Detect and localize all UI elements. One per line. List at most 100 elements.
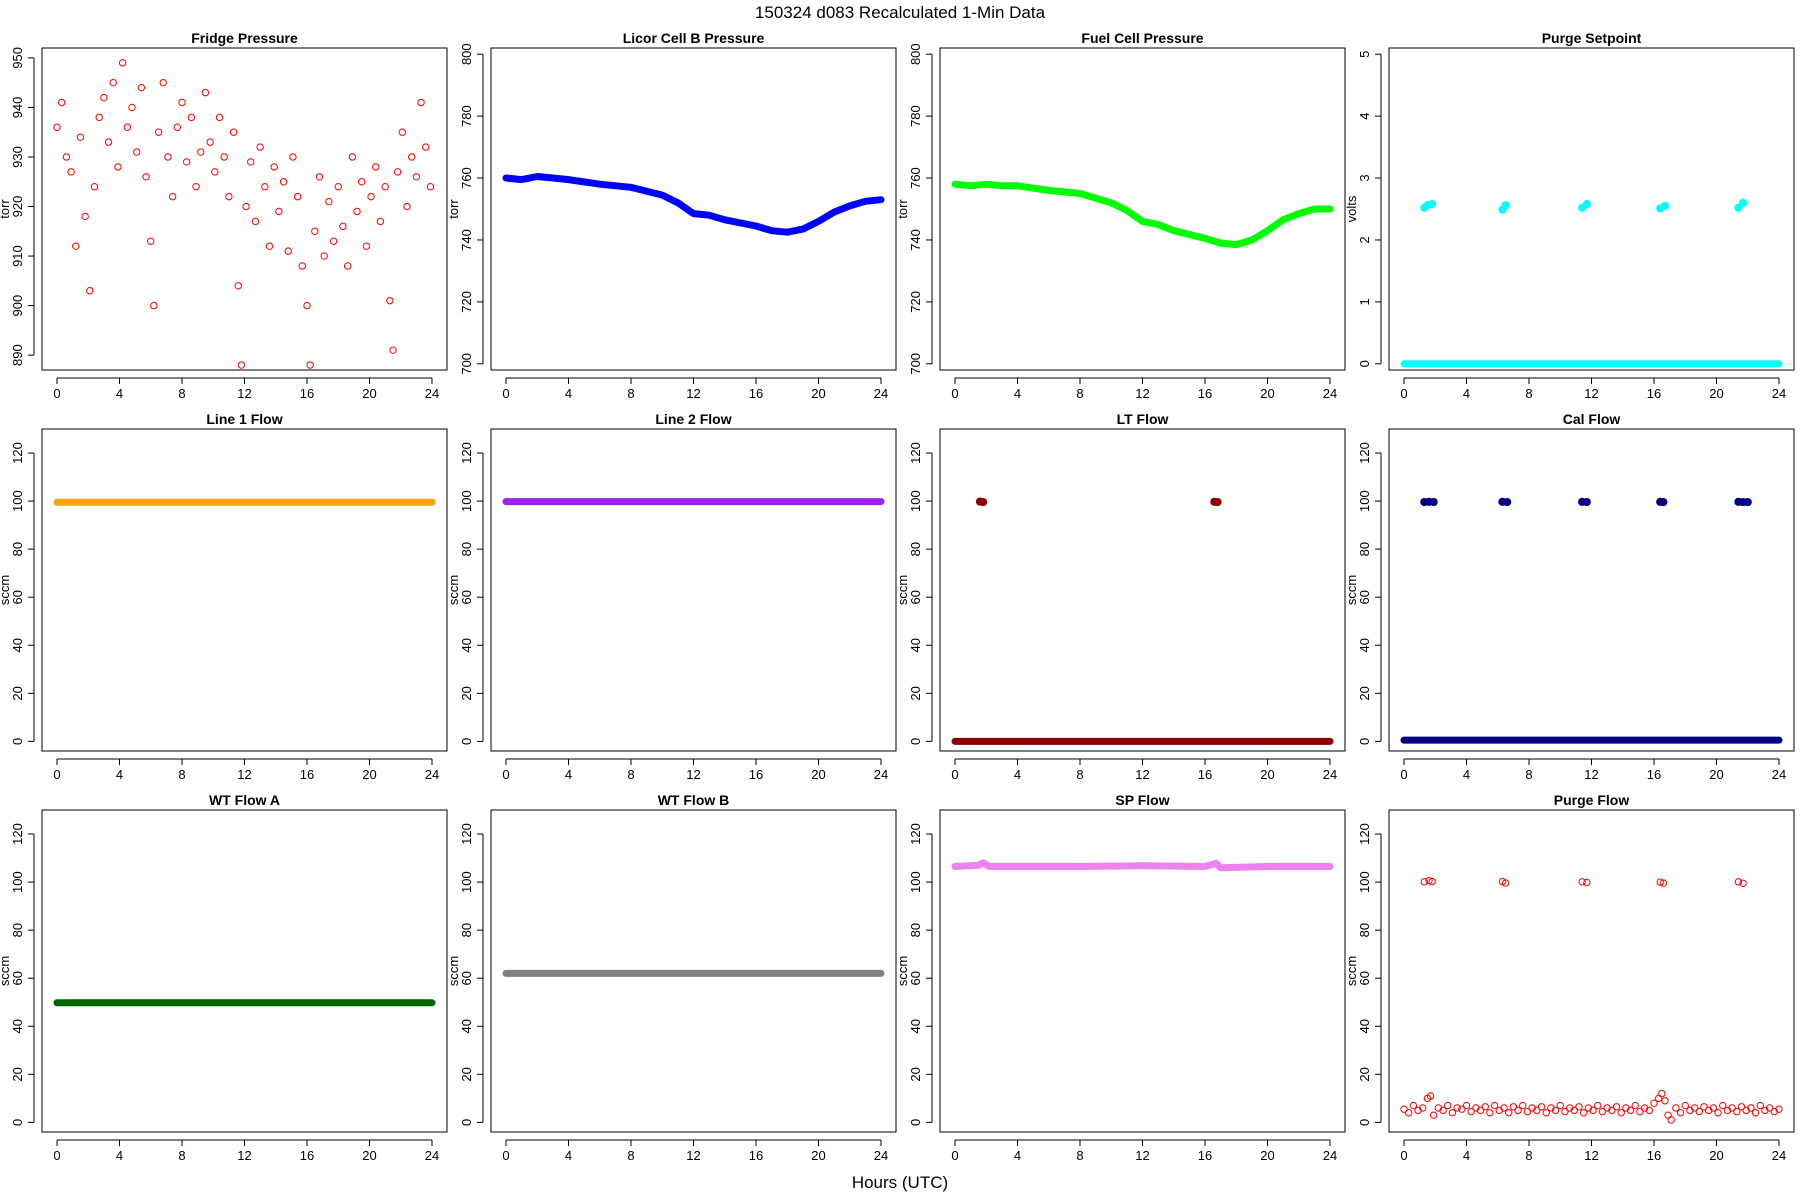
y-tick-label: 720 <box>459 291 474 313</box>
data-point <box>1509 1103 1518 1111</box>
data-point <box>1709 1104 1718 1112</box>
data-point <box>95 113 103 122</box>
data-point <box>339 222 347 231</box>
x-tick-label: 8 <box>627 1148 634 1163</box>
y-tick-label: 100 <box>459 871 474 893</box>
data-point <box>1742 1106 1750 1115</box>
data-point <box>220 153 228 161</box>
data-point <box>298 262 307 270</box>
x-tick-label: 16 <box>1647 1148 1661 1163</box>
data-point <box>247 158 255 166</box>
y-tick-label: 80 <box>1357 923 1372 937</box>
data-point <box>1658 1089 1666 1098</box>
data-point <box>1589 1106 1597 1115</box>
data-point <box>1738 198 1748 207</box>
data-point <box>1659 879 1668 887</box>
series-line-sp-flow <box>951 859 1334 872</box>
data-point <box>67 168 75 176</box>
data-point <box>1425 876 1433 885</box>
data-point <box>315 173 324 181</box>
panel-title: Purge Setpoint <box>1542 30 1642 46</box>
data-point <box>1409 1101 1418 1110</box>
x-tick-label: 12 <box>237 1148 251 1163</box>
data-point <box>1414 1106 1422 1115</box>
y-axis-label: sccm <box>895 956 910 986</box>
x-tick-label: 16 <box>749 1148 763 1163</box>
x-tick-label: 16 <box>749 386 763 401</box>
data-point <box>1481 1103 1489 1111</box>
y-tick-label: 40 <box>1357 638 1372 652</box>
x-tick-label: 12 <box>1135 1148 1149 1163</box>
y-tick-label: 1 <box>1357 298 1372 305</box>
y-tick-label: 80 <box>459 923 474 937</box>
data-point <box>1594 1101 1602 1110</box>
data-point <box>1514 1106 1522 1115</box>
data-point <box>1419 1104 1427 1112</box>
data-point <box>1523 1107 1532 1116</box>
x-tick-label: 4 <box>1014 767 1021 782</box>
x-tick-label: 20 <box>811 386 825 401</box>
data-point <box>72 242 80 250</box>
x-tick-label: 8 <box>627 386 634 401</box>
y-tick-label: 20 <box>1357 686 1372 700</box>
data-point <box>1428 199 1437 209</box>
data-point <box>393 168 402 176</box>
series-line-licor-cell-b-pressure <box>502 173 885 236</box>
y-tick-label: 40 <box>459 638 474 652</box>
data-point <box>62 153 71 161</box>
y-tick-label: 0 <box>1357 1119 1372 1126</box>
y-tick-label: 0 <box>908 738 923 745</box>
x-tick-label: 20 <box>1709 386 1723 401</box>
x-tick-label: 8 <box>1525 1148 1532 1163</box>
y-tick-label: 20 <box>10 686 25 700</box>
data-point <box>168 192 177 201</box>
data-point <box>109 78 117 87</box>
plot-frame <box>490 47 897 371</box>
x-tick-label: 24 <box>1323 386 1337 401</box>
x-tick-label: 4 <box>565 1148 572 1163</box>
data-point <box>197 148 205 156</box>
panel-wt-flow-b: WT Flow B 0 4 8 12 16 20 24 0 20 40 60 80 100 120 sccm <box>446 792 897 1163</box>
data-point <box>128 103 136 112</box>
x-tick-label: 16 <box>300 1148 314 1163</box>
data-point <box>1686 1106 1694 1115</box>
data-point <box>123 123 132 131</box>
data-point <box>1582 199 1591 209</box>
y-tick-label: 100 <box>908 871 923 893</box>
data-point <box>1420 878 1429 886</box>
y-tick-label: 0 <box>1357 738 1372 745</box>
data-point <box>422 143 430 151</box>
data-point <box>1495 1106 1504 1115</box>
figure-xlabel: Hours (UTC) <box>852 1173 948 1192</box>
x-tick-label: 8 <box>178 1148 185 1163</box>
data-point <box>1704 1106 1713 1115</box>
panel-title: Cal Flow <box>1563 411 1621 427</box>
data-point <box>1462 1101 1471 1110</box>
data-point <box>386 296 394 305</box>
plot-frame <box>939 428 1346 752</box>
x-tick-label: 24 <box>425 1148 439 1163</box>
data-point <box>1582 497 1591 507</box>
data-point <box>1458 1105 1466 1113</box>
panel-lt-flow: LT Flow 0 4 8 12 16 20 24 0 20 40 60 80 100 120 sccm <box>895 411 1346 782</box>
data-point <box>1490 1101 1499 1110</box>
y-tick-label: 40 <box>10 1019 25 1033</box>
y-tick-label: 800 <box>908 43 923 65</box>
panel-title: Purge Flow <box>1554 792 1630 808</box>
data-point <box>229 128 238 136</box>
data-point <box>1661 1097 1669 1105</box>
data-point <box>1756 1101 1764 1110</box>
data-point <box>1659 497 1668 507</box>
x-tick-label: 16 <box>300 386 314 401</box>
plot-frame <box>41 809 448 1133</box>
x-tick-label: 16 <box>1647 386 1661 401</box>
y-tick-label: 20 <box>1357 1067 1372 1081</box>
data-point <box>261 183 269 191</box>
data-point <box>303 301 311 310</box>
data-point <box>372 163 380 171</box>
y-tick-label: 950 <box>10 47 25 69</box>
data-point <box>1565 1104 1574 1112</box>
y-tick-label: 100 <box>1357 490 1372 512</box>
data-point <box>1448 1109 1457 1117</box>
data-point <box>1453 1104 1461 1112</box>
